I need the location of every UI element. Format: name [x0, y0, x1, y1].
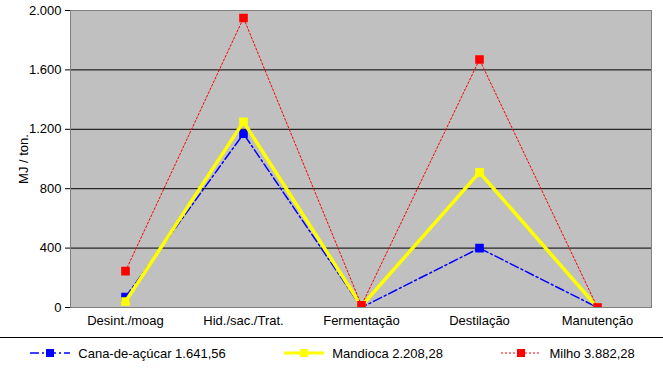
html-text:Mandioca 2.208,28: Mandioca 2.208,28	[332, 345, 443, 361]
svg-text:MJ / ton.: MJ / ton.	[16, 134, 31, 184]
svg-text:2.000: 2.000	[29, 3, 62, 18]
svg-text:Destilação: Destilação	[449, 313, 510, 328]
svg-text:800: 800	[40, 181, 62, 196]
html-text:Cana-de-açúcar 1.641,56: Cana-de-açúcar 1.641,56	[78, 345, 226, 361]
svg-text:Desint./moag: Desint./moag	[87, 313, 164, 328]
svg-text:Hid./sac./Trat.: Hid./sac./Trat.	[203, 313, 283, 328]
svg-text:0: 0	[54, 300, 61, 315]
svg-text:Manutenção: Manutenção	[562, 313, 634, 328]
svg-text:Fermentação: Fermentação	[323, 313, 400, 328]
svg-text:1.600: 1.600	[29, 62, 62, 77]
svg-text:1.200: 1.200	[29, 121, 62, 136]
svg-text:400: 400	[40, 240, 62, 255]
html-text:Milho 3.882,28: Milho 3.882,28	[549, 345, 635, 361]
